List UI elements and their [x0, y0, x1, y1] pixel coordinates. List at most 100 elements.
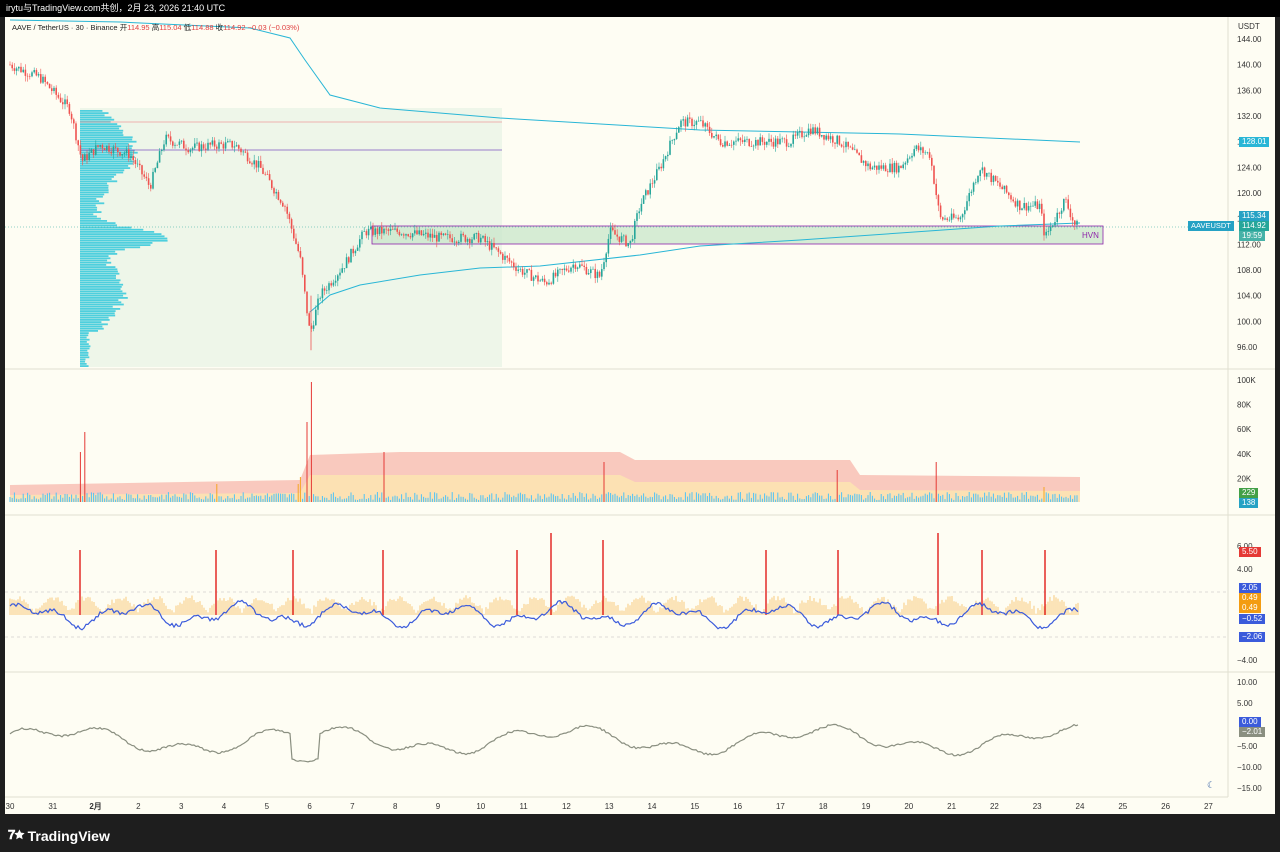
time-tick-label: 2	[136, 802, 141, 811]
volume-bar	[739, 492, 741, 502]
candle-body	[931, 157, 933, 166]
volume-bar	[295, 499, 297, 502]
volume-bar	[315, 496, 317, 502]
candle-body	[616, 234, 618, 237]
symbol-legend[interactable]: AAVE / TetherUS · 30 · Binance 开114.95 高…	[12, 22, 299, 33]
legend-high: 115.04	[159, 23, 182, 32]
candle-body	[768, 138, 770, 142]
candle-body	[260, 160, 262, 168]
candlestick-series[interactable]	[9, 61, 1078, 351]
volume-bar	[161, 494, 163, 502]
candle-body	[814, 127, 816, 134]
volume-bar	[313, 494, 315, 502]
candle-body	[209, 142, 211, 145]
candle-body	[1027, 206, 1030, 211]
volume-bar	[887, 494, 889, 502]
volume-bar	[324, 497, 326, 502]
volume-bar	[513, 495, 515, 502]
oscillator-line	[9, 599, 1079, 631]
time-tick-label: 12	[562, 802, 571, 811]
candle-body	[730, 144, 733, 146]
candle-body	[528, 269, 530, 270]
candle-body	[81, 154, 84, 161]
volume-bar	[420, 494, 422, 502]
profile-bar	[80, 303, 124, 306]
volume-bar	[438, 498, 440, 502]
volume-bar	[13, 492, 15, 502]
candle-body	[475, 233, 478, 235]
volume-bar	[101, 494, 103, 502]
candle-body	[887, 171, 889, 173]
chart-frame[interactable]: HVN 144.00140.00136.00132.00128.00124.00…	[5, 17, 1275, 814]
volume-bar	[629, 495, 631, 502]
volume-axis-ticks[interactable]: 100K 80K 60K 40K 20K	[1237, 376, 1256, 483]
candle-body	[387, 229, 390, 231]
candle-body	[594, 268, 596, 279]
profile-bar	[80, 264, 107, 266]
anchored-vwap-line-2[interactable]	[309, 222, 1081, 313]
osc2-tick-label: 5.00	[1237, 699, 1253, 708]
volume-bar	[88, 497, 90, 502]
volume-bar	[896, 495, 898, 502]
candle-body	[693, 124, 695, 127]
candle-body	[506, 255, 508, 258]
candle-body	[339, 272, 341, 276]
candle-body	[990, 172, 992, 183]
candle-body	[119, 152, 121, 156]
profile-bar	[80, 279, 121, 282]
profile-bar	[80, 338, 90, 341]
osc-axis-ticks[interactable]: 6.00 4.00 −4.00	[1237, 542, 1258, 665]
candle-body	[880, 165, 882, 169]
volume-bar	[1001, 496, 1003, 502]
volume-bar	[218, 496, 220, 502]
volume-bar	[363, 493, 365, 502]
candle-body	[37, 74, 40, 76]
volume-bar	[885, 499, 887, 502]
candle-body	[1052, 225, 1054, 227]
volume-bar	[464, 498, 466, 502]
volume-bar	[427, 497, 429, 502]
moon-icon[interactable]: ☾	[1207, 780, 1216, 790]
candle-body	[579, 264, 581, 268]
candle-body	[231, 140, 233, 148]
volume-bar	[137, 494, 139, 502]
volume-bar	[658, 495, 660, 502]
candle-body	[884, 165, 887, 172]
anchored-vwap-line[interactable]	[9, 19, 1081, 143]
candle-body	[136, 163, 139, 165]
volume-bar	[552, 494, 554, 502]
volume-bar	[209, 493, 211, 502]
candle-body	[574, 264, 577, 269]
volume-bar	[82, 495, 84, 502]
price-axis-ticks[interactable]: 144.00140.00136.00132.00128.00124.00120.…	[1237, 35, 1262, 352]
volume-bar	[361, 498, 363, 502]
volume-bar	[286, 497, 288, 502]
profile-bar	[80, 266, 116, 268]
volume-bar	[735, 499, 737, 502]
time-tick-label: 19	[862, 802, 871, 811]
candle-body	[1047, 231, 1050, 232]
candle-body	[376, 228, 379, 235]
price-chart-canvas[interactable]: HVN 144.00140.00136.00132.00128.00124.00…	[5, 17, 1275, 814]
volume-bar	[693, 499, 695, 502]
osc-tick-label: 4.00	[1237, 565, 1253, 574]
profile-bar	[80, 195, 103, 198]
volume-bar	[957, 496, 959, 502]
volume-bar	[90, 492, 92, 502]
volume-bar	[440, 498, 442, 502]
hvn-zone[interactable]	[371, 225, 1104, 245]
osc-tick-label: 6.00	[1237, 542, 1253, 551]
candle-body	[583, 265, 585, 267]
volume-bar	[497, 497, 499, 502]
osc2-axis-ticks[interactable]: 10.00 5.00 −5.00 −10.00 −15.00	[1237, 678, 1262, 793]
tradingview-logo[interactable]: 𝟕🟊 TradingView	[8, 826, 110, 845]
volume-bar	[821, 495, 823, 502]
profile-bar	[80, 352, 89, 354]
candle-body	[576, 267, 579, 269]
candle-body	[345, 257, 348, 269]
volume-bar	[183, 493, 185, 502]
candle-body	[865, 161, 867, 167]
candle-body	[407, 234, 409, 237]
candle-body	[554, 272, 557, 277]
time-axis-ticks[interactable]: 30 31 2月 2 3 4 5 6 7 8 9 10 11 12 13 14 15 16 17 18 19 20 21 22…	[6, 802, 1214, 811]
